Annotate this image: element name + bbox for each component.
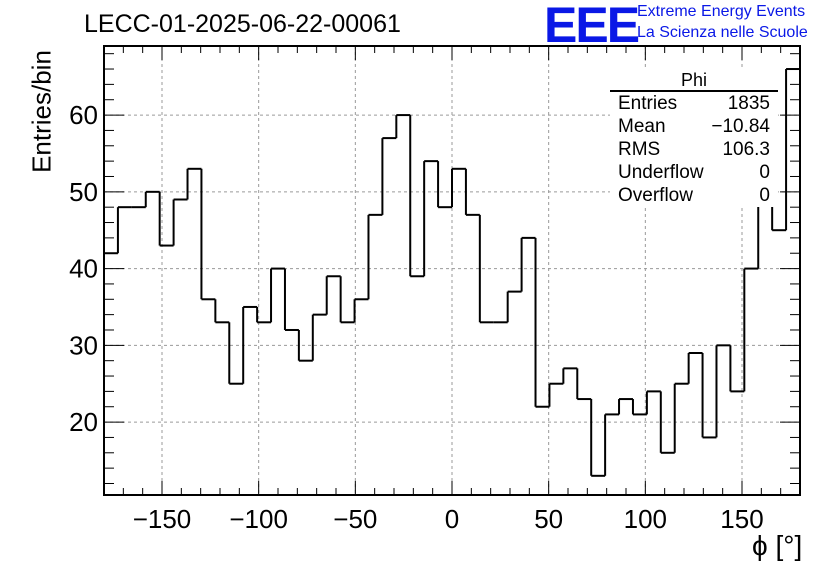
x-tick-label: −100: [229, 504, 288, 534]
y-tick-label: 60: [69, 100, 98, 130]
stats-box: Phi Entries 1835 Mean −10.84 RMS 106.3 U…: [610, 70, 778, 207]
stats-value: −10.84: [711, 116, 770, 137]
x-axis-label: ϕ [°]: [752, 530, 803, 561]
stats-value: 1835: [727, 93, 770, 114]
plot-frame: [103, 45, 801, 496]
stats-label: Entries: [618, 93, 678, 114]
x-tick-label: 50: [534, 504, 563, 534]
y-tick-label: 40: [69, 254, 98, 284]
chart-title: LECC-01-2025-06-22-00061: [84, 10, 401, 38]
stats-row-mean: Mean −10.84: [610, 115, 778, 138]
stats-label: RMS: [618, 139, 661, 160]
stats-label: Overflow: [618, 185, 693, 206]
stats-row-rms: RMS 106.3: [610, 138, 778, 161]
x-tick-label: −50: [333, 504, 377, 534]
stats-row-entries: Entries 1835: [610, 92, 778, 115]
eee-logo: EEE: [544, 0, 640, 53]
logo-line-1: Extreme Energy Events: [637, 3, 806, 20]
stats-name: Phi: [610, 70, 778, 92]
stats-row-underflow: Underflow 0: [610, 161, 778, 184]
y-axis-label: Entries/bin: [26, 50, 57, 173]
stats-value: 0: [759, 162, 770, 183]
x-tick-label: −150: [133, 504, 192, 534]
stats-label: Mean: [618, 116, 666, 137]
y-tick-label: 30: [69, 330, 98, 360]
stats-value: 106.3: [722, 139, 770, 160]
x-tick-label: 0: [445, 504, 459, 534]
stats-value: 0: [759, 185, 770, 206]
stats-row-overflow: Overflow 0: [610, 184, 778, 207]
x-tick-label: 150: [720, 504, 763, 534]
y-tick-label: 50: [69, 177, 98, 207]
logo-line-2: La Scienza nelle Scuole: [637, 24, 808, 41]
y-tick-label: 20: [69, 407, 98, 437]
stats-label: Underflow: [618, 162, 704, 183]
x-tick-label: 100: [624, 504, 667, 534]
